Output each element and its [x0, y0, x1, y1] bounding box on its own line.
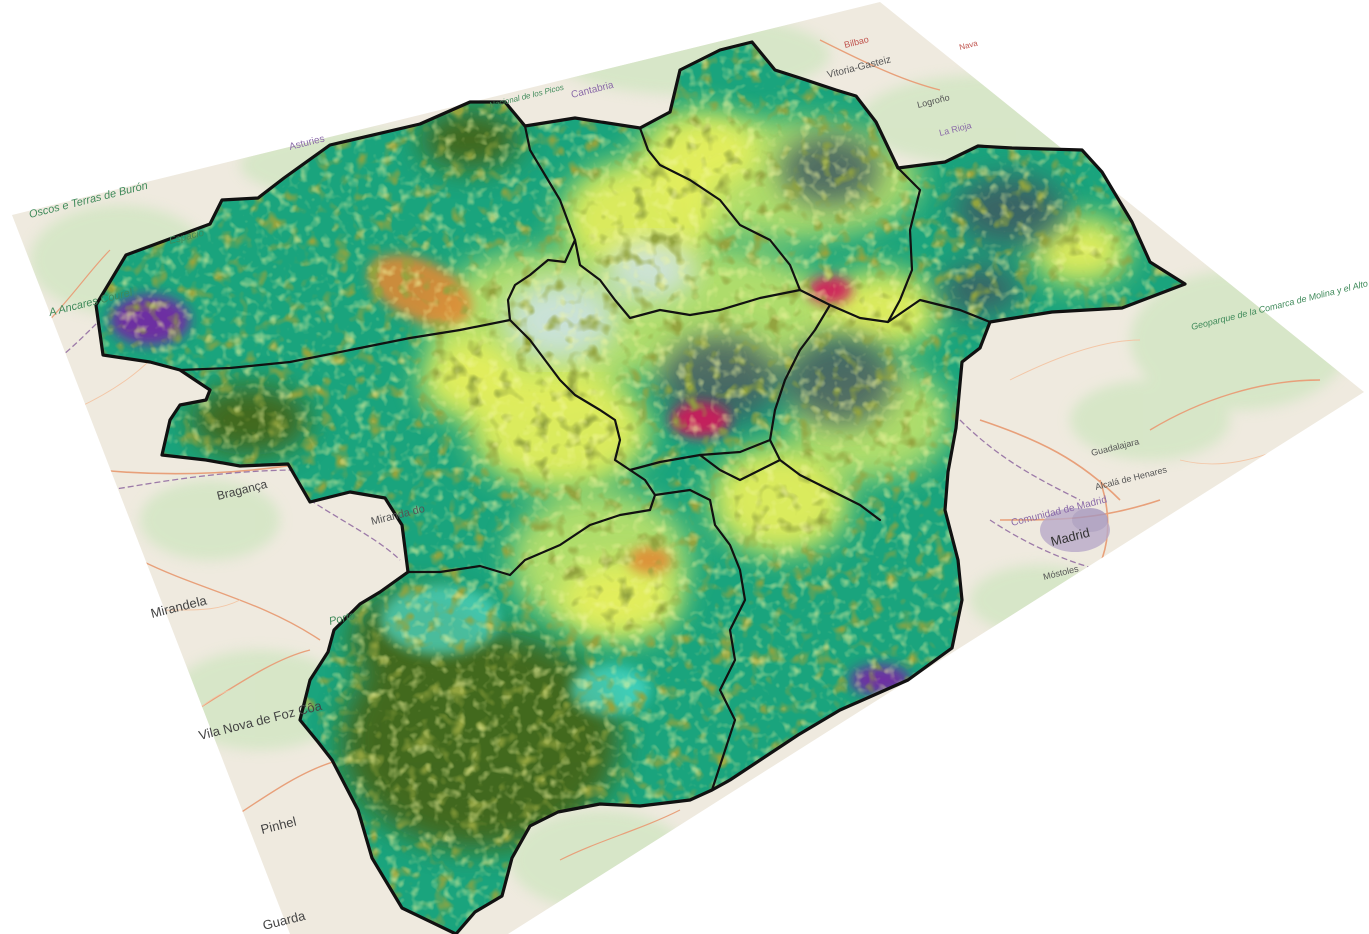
boundary-leon-palencia[interactable] — [506, 124, 577, 322]
basemap-admin-borders — [29, 319, 1101, 571]
boundary-leon-zamora[interactable] — [178, 318, 512, 372]
madrid-urban-area — [1040, 508, 1110, 552]
label-nava: Nava — [958, 39, 979, 52]
boundary-burgos-soria[interactable] — [886, 166, 922, 324]
svg-text:Nava: Nava — [958, 39, 979, 52]
boundary-palencia-burgos[interactable] — [638, 126, 802, 292]
boundary-zamora-valladolid[interactable] — [508, 318, 657, 497]
boundary-zamora-salamanca[interactable] — [406, 493, 657, 577]
boundary-salamanca-avila[interactable] — [653, 488, 747, 792]
boundary-palencia-valladolid[interactable] — [573, 238, 802, 320]
boundary-avila-segovia[interactable] — [698, 453, 782, 482]
province-boundaries — [94, 40, 1187, 934]
